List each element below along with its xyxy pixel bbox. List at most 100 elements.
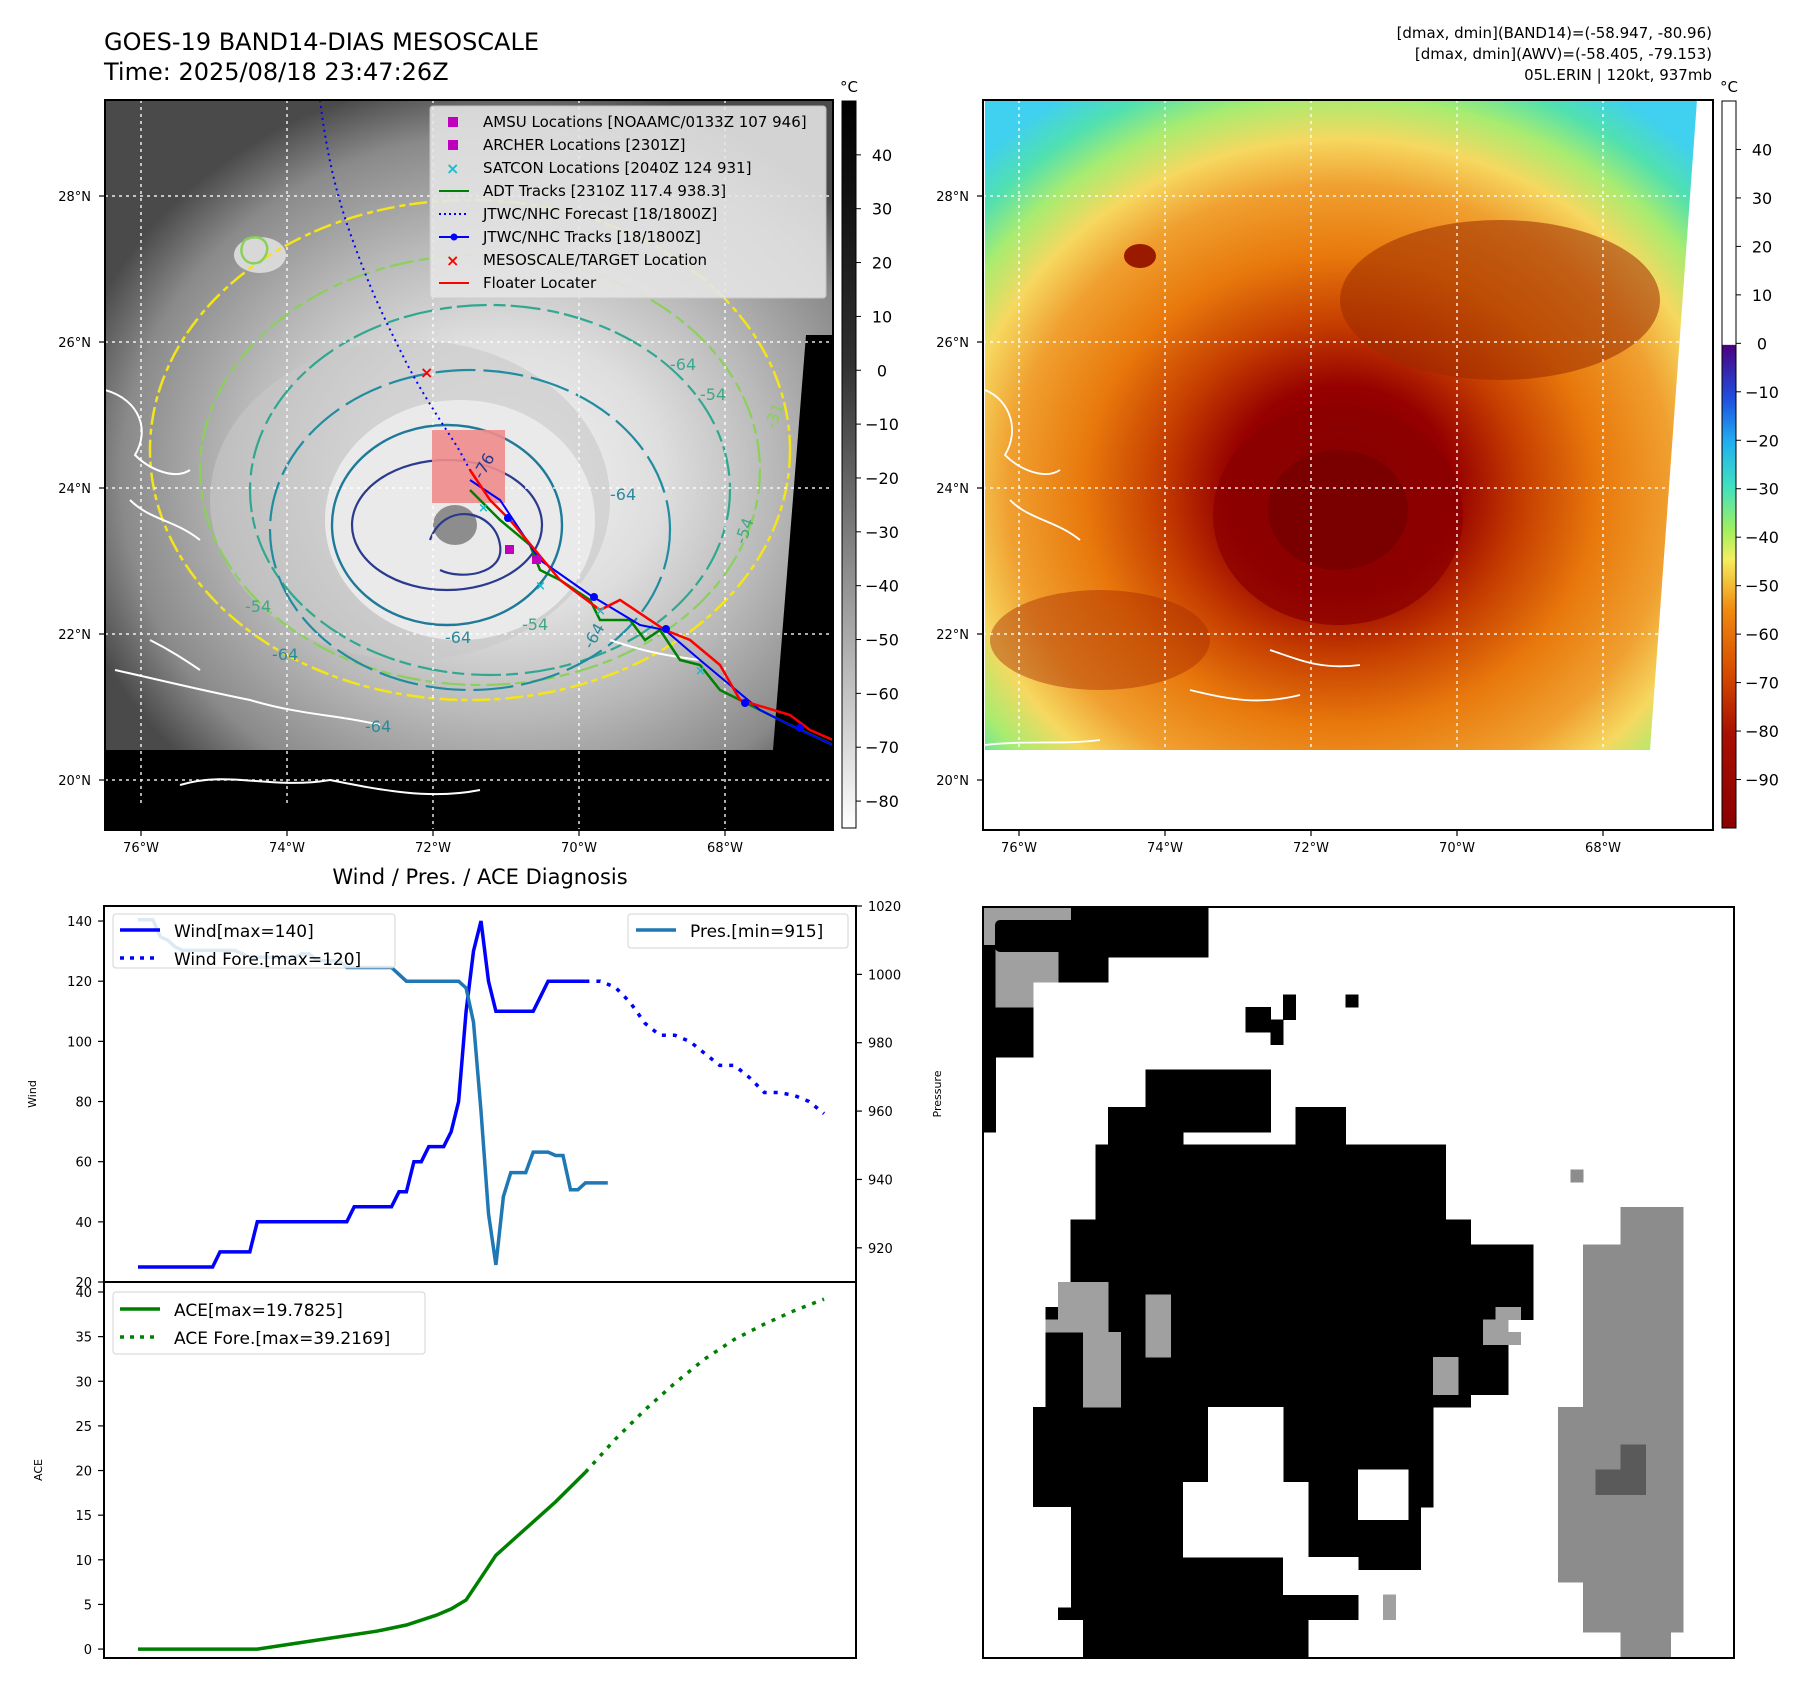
wv-map-panel [983,100,1713,830]
ace-tick-label: 25 [75,1420,92,1435]
legend-label: Floater Locater [483,274,597,292]
wmg-cell [1570,1169,1584,1183]
lat-tick-label: 26°N [58,336,91,351]
copyright-text: Copyright © 2020-2025 Dapiya [110,808,389,827]
legend-label: ACE[max=19.7825] [174,1301,343,1321]
wmg-cell [1183,1482,1309,1558]
pressure-tick-label: 1000 [868,968,901,983]
colorbar-tick-label: −70 [865,738,899,757]
pressure-tick-label: 920 [868,1242,893,1257]
pressure-axis-label: Pressure [931,1070,944,1117]
lat-tick-label: 24°N [936,482,969,497]
lat-tick-label: 28°N [58,190,91,205]
pressure-tick-label: 960 [868,1105,893,1120]
legend-row: JTWC/NHC Forecast [18/1800Z] [439,205,717,223]
wmg-cell [1483,1319,1509,1345]
colorbar-tick-label: −60 [1745,625,1779,644]
info-line1: [dmax, dmin](BAND14)=(-58.947, -80.96) [1397,24,1712,42]
colorbar-tick-label: 40 [872,146,892,165]
coastline [984,389,1361,746]
wmg-cell [1583,1244,1684,1408]
contour-mid-teal [248,303,732,677]
figure-title-line2: Time: 2025/08/18 23:47:26Z [103,58,449,86]
contour-eye-navy [428,513,502,576]
wmg-cell [1495,1307,1521,1320]
floater-box [432,430,505,503]
colorbar-tick-label: −80 [865,792,899,811]
legend-label: Wind[max=140] [174,922,314,942]
svg-text:×: × [478,501,489,516]
legend-label: SATCON Locations [2040Z 124 931] [483,159,751,177]
legend-label: JTWC/NHC Tracks [18/1800Z] [482,228,701,246]
info-line3: 05L.ERIN | 120kt, 937mb [1524,66,1712,84]
wind-tick-label: 60 [75,1156,92,1171]
colorbar-tick-label: 40 [1752,140,1772,159]
wmg-cell [1583,1582,1684,1633]
contour-label: -64 [365,717,391,736]
colorbar-tick-label: 20 [1752,237,1772,256]
series-line [584,1297,825,1474]
contour-label: -54 [700,385,726,404]
ace-tick-label: 30 [75,1375,92,1390]
legend-marker: × [446,159,459,178]
ace-tick-label: 20 [75,1465,92,1480]
lon-tick-label: 68°W [707,841,743,856]
wind-tick-label: 80 [75,1096,92,1111]
wmg-cell [1345,994,1359,1008]
colorbar-tick-label: −50 [1745,577,1779,596]
ace-tick-label: 0 [84,1643,92,1658]
lon-tick-label: 68°W [1585,841,1621,856]
ace-tick-label: 5 [84,1598,92,1613]
wind-pressure-chart: 20 40 60 80 100 120 140 920 940 960 980 1000 1020 [67,900,901,1291]
wmg-cell [1095,1144,1446,1220]
lat-tick-label: 26°N [936,336,969,351]
colorbar-tick-label: 30 [872,200,892,219]
legend-row: JTWC/NHC Tracks [18/1800Z] [439,228,701,246]
wv-colorbar-unit: °C [1720,78,1738,96]
wmg-cell [1295,1107,1346,1145]
series-line [138,920,586,1269]
ace-legend: ACE[max=19.7825] ACE Fore.[max=39.2169] [112,1291,426,1355]
wmg-cell [1620,1444,1646,1470]
colorbar-tick-label: −20 [865,469,899,488]
wmg-cell [1083,1332,1121,1408]
wmg-cell [1433,1357,1459,1395]
series-line [138,1471,587,1651]
wmg-cell [1620,1207,1684,1245]
nhc-track [469,479,833,746]
lat-tick-label: 22°N [936,628,969,643]
legend-marker: × [446,251,459,270]
contour-label: -64 [670,355,696,374]
wv-colorbar [1721,100,1737,829]
pressure-tick-label: 980 [868,1037,893,1052]
colorbar-tick-label: −30 [1745,480,1779,499]
lon-tick-label: 72°W [1293,841,1329,856]
lon-tick-label: 70°W [561,841,597,856]
legend-label: JTWC/NHC Forecast [18/1800Z] [482,205,717,223]
svg-text:×: × [595,604,606,619]
ace-axis-label: ACE [32,1459,45,1481]
legend-label: ARCHER Locations [2301Z] [483,136,686,154]
contour-label: -64 [445,628,471,647]
wmg-cell [1508,1332,1521,1345]
colorbar-tick-label: −50 [865,631,899,650]
legend-label: MESOSCALE/TARGET Location [483,251,707,269]
wmg-cell [1283,994,1296,1020]
colorbar-tick-label: 0 [877,361,887,380]
colorbar-tick-label: −60 [865,684,899,703]
legend-row: ADT Tracks [2310Z 117.4 938.3] [439,182,726,200]
lat-tick-label: 20°N [58,774,91,789]
wind-axis-label: Wind [26,1080,39,1108]
wmg-cell [1283,1557,1359,1595]
lat-tick-label: 24°N [58,482,91,497]
legend-row: ARCHER Locations [2301Z] [448,136,686,154]
lat-tick-label: 20°N [936,774,969,789]
svg-text:×: × [420,363,433,382]
wind-tick-label: 40 [75,1216,92,1231]
wmg-cell [1245,1007,1271,1033]
wmg-count-label: WMG Count: 0 [1002,926,1155,948]
wmg-cell [1270,1019,1284,1045]
legend-label: Wind Fore.[max=120] [174,950,361,970]
svg-text:×: × [695,664,706,679]
